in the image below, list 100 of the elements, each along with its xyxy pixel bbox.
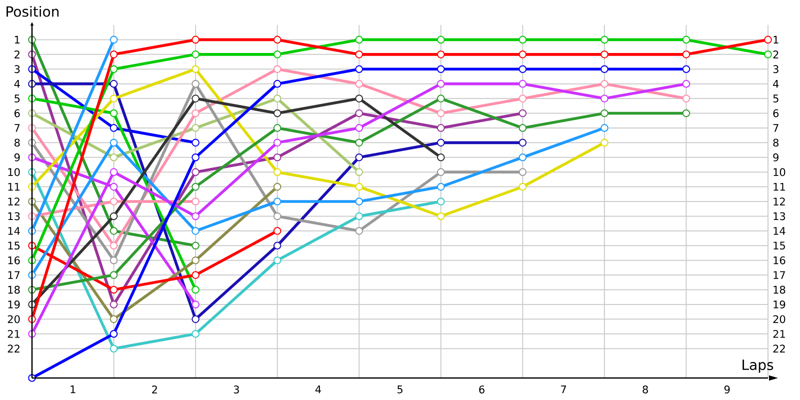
y-tick-label: 3 [14, 65, 20, 74]
point [600, 138, 608, 147]
point [764, 36, 772, 44]
point [518, 109, 527, 118]
point [192, 315, 200, 324]
point [192, 138, 200, 147]
point [192, 50, 200, 58]
point [110, 344, 118, 352]
point [192, 153, 200, 162]
point [355, 36, 364, 44]
y-tick-label: 13 [8, 212, 20, 220]
point [518, 138, 527, 147]
y-tick-label: 4 [14, 80, 20, 88]
y2-tick-label: 1 [774, 36, 778, 44]
point [110, 330, 118, 338]
point [518, 65, 527, 74]
point [355, 138, 364, 147]
point [110, 182, 118, 191]
y-tick-label: 5 [14, 94, 20, 102]
point [192, 242, 200, 250]
point [110, 109, 118, 118]
point [518, 124, 527, 132]
y2-tick-label: 12 [774, 198, 785, 206]
point [436, 138, 445, 147]
x-tick-label: 1 [70, 386, 76, 394]
point [518, 168, 527, 176]
y-tick-label: 19 [8, 300, 20, 308]
point [110, 138, 118, 147]
point [436, 212, 445, 220]
x-axis-title: Laps [742, 360, 774, 373]
point [355, 109, 364, 118]
y-tick-label: 10 [8, 168, 20, 176]
y-tick-label: 21 [8, 330, 20, 338]
point [355, 212, 364, 220]
point [600, 80, 608, 88]
point [355, 227, 364, 235]
point [273, 50, 282, 58]
point [273, 65, 282, 74]
y2-tick-label: 21 [773, 330, 785, 338]
point [192, 109, 200, 118]
point [110, 50, 118, 58]
point [518, 80, 527, 88]
y2-tick-label: 3 [773, 65, 778, 74]
point [273, 138, 282, 147]
point [436, 124, 445, 132]
point [110, 153, 118, 162]
y-tick-label: 12 [8, 198, 20, 206]
point [600, 124, 608, 132]
y-tick-label: 15 [8, 242, 20, 250]
point [518, 153, 527, 162]
point [192, 330, 200, 338]
point [436, 168, 445, 176]
point [355, 65, 364, 74]
point [682, 65, 690, 74]
point [110, 227, 118, 235]
point [110, 242, 118, 250]
y2-tick-label: 4 [773, 80, 779, 88]
point [110, 65, 118, 74]
point [600, 36, 608, 44]
point [273, 124, 282, 132]
point [355, 198, 364, 206]
point [273, 168, 282, 176]
y2-tick-label: 5 [773, 94, 778, 102]
point [110, 256, 118, 264]
y-tick-label: 6 [14, 109, 20, 118]
x-tick-label: 4 [315, 386, 321, 394]
y-tick-label: 8 [14, 138, 20, 147]
point [192, 80, 200, 88]
point [110, 212, 118, 220]
y2-tick-label: 22 [773, 344, 785, 352]
point [110, 286, 118, 294]
point [355, 168, 364, 176]
y2-tick-label: 8 [773, 138, 778, 147]
point [600, 109, 608, 118]
point [682, 80, 690, 88]
x-tick-label: 6 [479, 386, 484, 394]
y2-tick-label: 6 [773, 109, 779, 118]
y2-tick-label: 9 [773, 153, 778, 162]
point [355, 80, 364, 88]
y-tick-label: 14 [8, 227, 20, 235]
point [355, 50, 364, 58]
point [110, 36, 118, 44]
point [436, 182, 445, 191]
point [436, 80, 445, 88]
point [600, 50, 608, 58]
x-tick-label: 5 [397, 386, 402, 394]
point [518, 94, 527, 102]
point [436, 153, 445, 162]
point [110, 271, 118, 279]
y-tick-label: 1 [14, 36, 20, 44]
point [273, 242, 282, 250]
point [682, 50, 690, 58]
point [192, 198, 200, 206]
point [110, 198, 118, 206]
point [192, 94, 200, 102]
y-tick-label: 2 [14, 50, 20, 58]
point [110, 94, 118, 102]
point [110, 124, 118, 132]
y-tick-label: 22 [8, 344, 20, 352]
x-tick-label: 7 [561, 386, 566, 394]
